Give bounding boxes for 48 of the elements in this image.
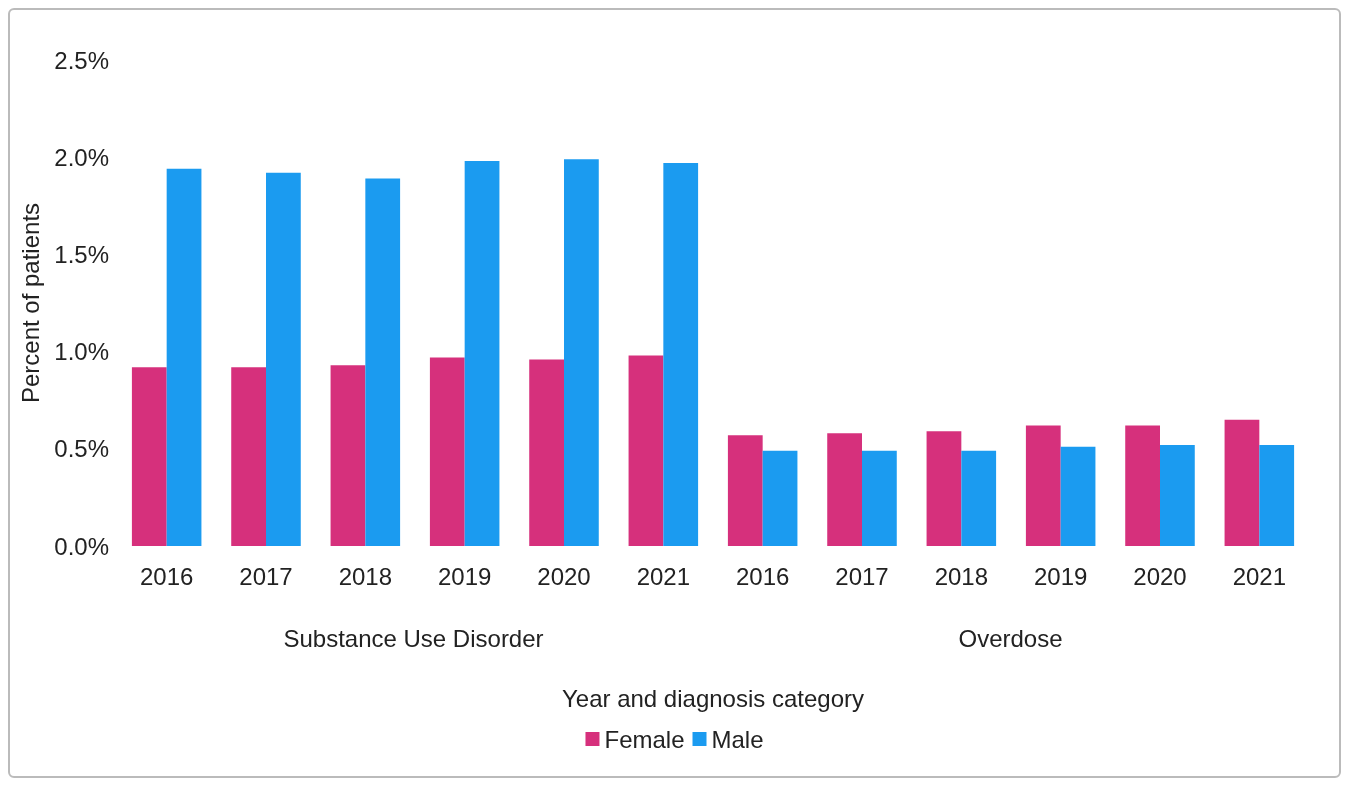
bar	[1160, 444, 1195, 546]
bar	[231, 367, 266, 546]
x-tick-label: 2020	[1133, 562, 1187, 590]
x-tick-label: 2021	[1232, 562, 1287, 590]
text: Substance Use Disorder	[283, 624, 544, 652]
bar	[762, 450, 798, 546]
bar	[1025, 425, 1061, 546]
bar	[628, 355, 664, 546]
y-tick-label: 2.5%	[54, 46, 109, 74]
bar	[365, 178, 401, 546]
bar	[926, 431, 962, 546]
y-axis-title: Percent of patients	[16, 202, 44, 404]
bar	[727, 435, 763, 546]
x-tick-label: 2016	[139, 562, 194, 590]
x-tick-label: 2019	[437, 562, 492, 590]
y-tick-label: 0.5%	[54, 435, 109, 463]
bar	[1125, 425, 1160, 546]
bar	[663, 163, 699, 546]
bar	[529, 359, 564, 546]
x-tick-label: 2018	[338, 562, 393, 590]
x-tick-label: 2018	[934, 562, 989, 590]
bar	[330, 365, 366, 546]
x-tick-label: 2017	[239, 562, 293, 590]
x-axis-title: Year and diagnosis category	[562, 684, 864, 712]
bar	[862, 450, 897, 546]
x-tick-label: 2021	[636, 562, 691, 590]
bar	[1224, 419, 1260, 546]
x-tick-label: 2016	[735, 562, 790, 590]
y-tick-label: 1.0%	[54, 338, 109, 366]
bar	[827, 433, 862, 546]
legend-label: Female	[604, 725, 685, 753]
bar	[131, 367, 167, 546]
legend-label: Male	[711, 725, 764, 753]
x-tick-label: 2020	[537, 562, 591, 590]
bar	[266, 172, 301, 546]
x-tick-label: 2017	[835, 562, 889, 590]
bar	[429, 357, 465, 546]
x-tick-label: 2019	[1033, 562, 1088, 590]
bar	[1060, 446, 1096, 546]
y-tick-label: 2.0%	[54, 143, 109, 171]
bar	[961, 450, 997, 546]
bar	[564, 159, 599, 546]
bar	[166, 168, 202, 546]
text: Overdose	[958, 624, 1063, 652]
y-tick-label: 0.0%	[54, 532, 109, 560]
bar	[1259, 444, 1295, 546]
bar	[464, 161, 500, 546]
y-tick-label: 1.5%	[54, 240, 109, 268]
